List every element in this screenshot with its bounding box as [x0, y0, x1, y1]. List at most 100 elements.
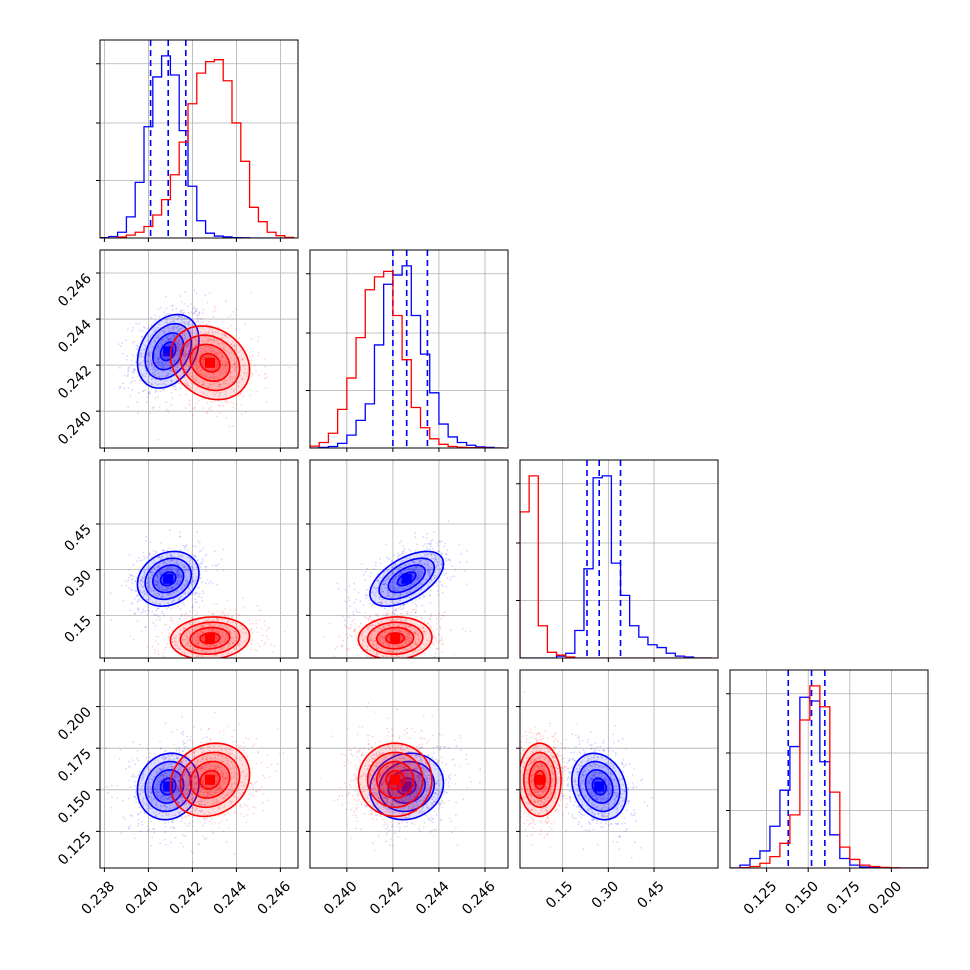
- sample-point: [198, 313, 200, 316]
- sample-point: [390, 654, 393, 657]
- sample-point: [146, 645, 149, 648]
- sample-point: [194, 592, 197, 595]
- sample-point: [203, 784, 205, 787]
- sample-point: [211, 331, 214, 333]
- sample-point: [237, 385, 240, 388]
- sample-point: [156, 783, 159, 786]
- sample-point: [224, 367, 227, 369]
- sample-point: [375, 587, 378, 589]
- sample-point: [178, 647, 181, 650]
- sample-point: [176, 787, 178, 790]
- sample-point: [226, 367, 228, 370]
- sample-point: [178, 575, 181, 578]
- sample-point: [160, 572, 163, 575]
- sample-point: [152, 622, 155, 624]
- sample-point: [173, 636, 175, 639]
- sample-point: [183, 565, 186, 568]
- sample-point: [195, 357, 198, 360]
- sample-point: [197, 360, 200, 363]
- sample-point: [234, 366, 237, 368]
- sample-point: [188, 803, 191, 806]
- sample-point: [260, 628, 263, 630]
- sample-point: [194, 308, 197, 311]
- sample-point: [417, 633, 420, 636]
- sample-point: [151, 778, 153, 781]
- density-peak: [163, 573, 174, 584]
- sample-point: [226, 633, 228, 636]
- sample-point: [434, 566, 437, 569]
- sample-point: [387, 591, 389, 594]
- sample-point: [203, 635, 205, 637]
- sample-point: [131, 342, 134, 344]
- sample-point: [177, 361, 180, 364]
- sample-point: [228, 630, 231, 633]
- sample-point: [143, 365, 146, 368]
- sample-point: [215, 360, 218, 363]
- sample-point: [364, 579, 367, 581]
- sample-point: [166, 563, 168, 565]
- sample-point: [241, 632, 244, 634]
- sample-point: [388, 637, 391, 639]
- sample-point: [195, 658, 197, 660]
- sample-point: [166, 337, 168, 339]
- sample-point: [175, 363, 178, 366]
- sample-point: [155, 566, 158, 569]
- sample-point: [194, 545, 197, 548]
- sample-point: [150, 361, 153, 364]
- sample-point: [160, 569, 163, 572]
- sample-point: [172, 327, 175, 330]
- sample-point: [231, 637, 234, 640]
- sample-point: [154, 330, 157, 333]
- sample-point: [174, 640, 177, 643]
- sample-point: [157, 596, 160, 598]
- sample-point: [128, 779, 131, 782]
- sample-point: [364, 635, 367, 638]
- sample-point: [183, 376, 186, 378]
- sample-point: [201, 562, 203, 565]
- sample-point: [234, 608, 237, 611]
- sample-point: [181, 321, 184, 324]
- sample-point: [381, 590, 384, 593]
- sample-point: [153, 798, 155, 800]
- sample-point: [170, 559, 173, 562]
- sample-point: [379, 603, 382, 606]
- sample-point: [177, 605, 180, 608]
- sample-point: [148, 355, 151, 357]
- sample-point: [458, 544, 461, 546]
- sample-point: [229, 401, 232, 403]
- sample-point: [387, 650, 390, 653]
- sample-point: [354, 629, 356, 631]
- y-tick-label: 0.30: [61, 567, 94, 600]
- sample-point: [198, 551, 200, 553]
- sample-point: [237, 351, 240, 353]
- sample-point: [195, 402, 197, 405]
- sample-point: [171, 305, 173, 307]
- sample-point: [256, 390, 258, 393]
- sample-point: [205, 651, 207, 654]
- sample-point: [171, 601, 174, 604]
- sample-point: [188, 557, 191, 559]
- sample-point: [431, 539, 434, 541]
- sample-point: [224, 664, 226, 666]
- sample-point: [429, 552, 431, 555]
- sample-point: [184, 324, 186, 327]
- sample-point: [154, 374, 156, 376]
- sample-point: [212, 383, 215, 385]
- sample-point: [176, 366, 178, 368]
- sample-point: [219, 411, 221, 414]
- sample-point: [213, 338, 216, 340]
- sample-point: [171, 599, 174, 602]
- sample-point: [257, 355, 259, 357]
- sample-point: [148, 777, 150, 780]
- sample-point: [191, 649, 194, 651]
- sample-point: [448, 559, 451, 561]
- sample-point: [155, 770, 158, 773]
- sample-point: [445, 553, 447, 556]
- sample-point: [204, 294, 207, 297]
- sample-point: [206, 411, 209, 413]
- sample-point: [206, 402, 209, 404]
- sample-point: [216, 617, 218, 620]
- sample-point: [344, 625, 347, 628]
- sample-point: [168, 316, 170, 319]
- sample-point: [181, 638, 184, 641]
